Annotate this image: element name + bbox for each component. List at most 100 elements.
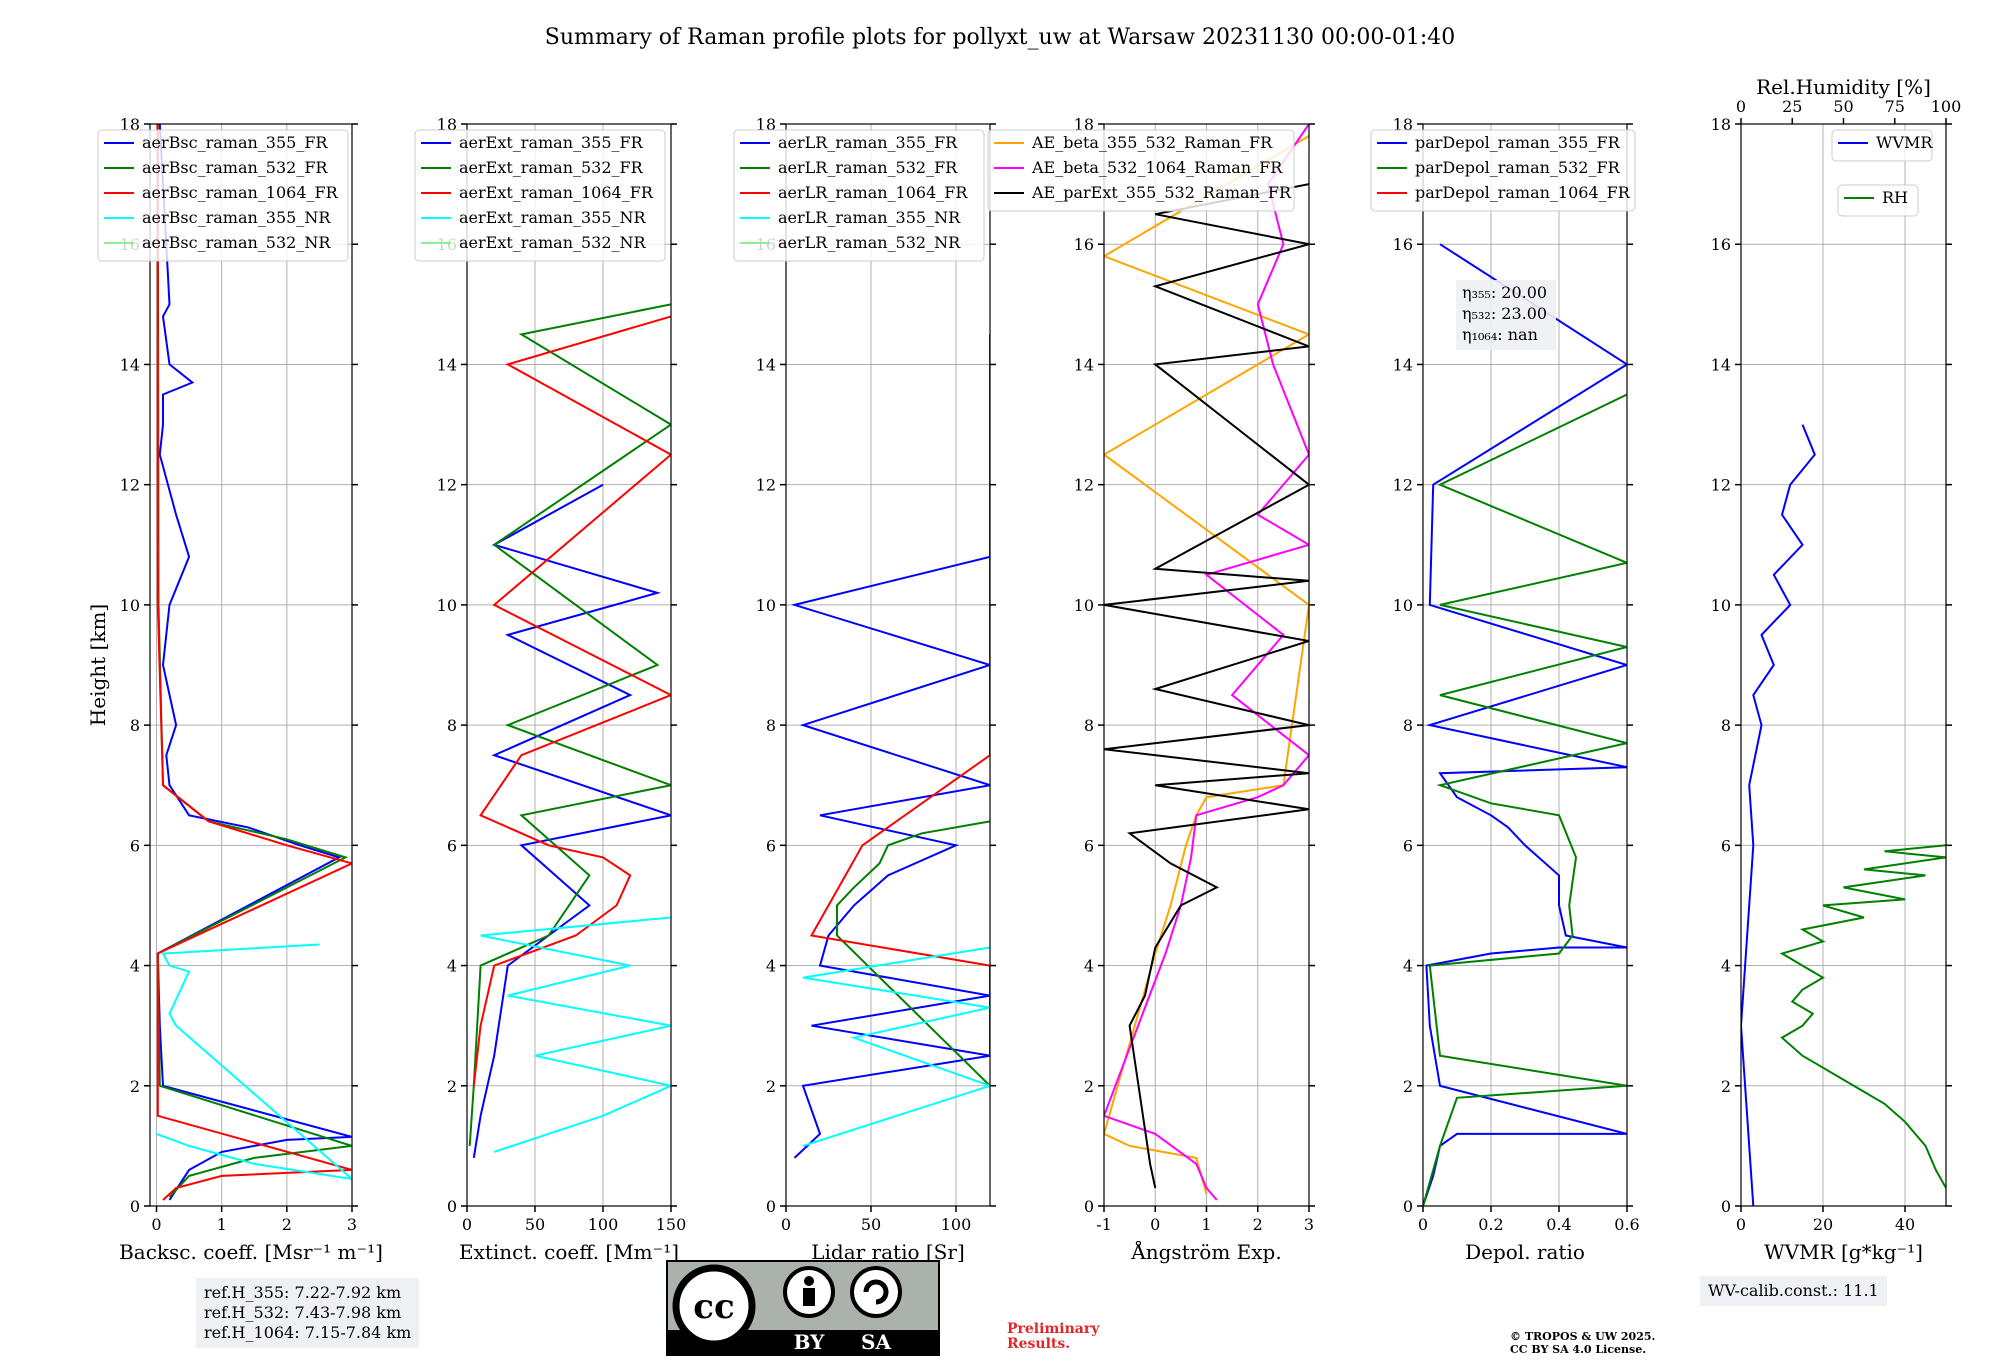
copyright-line-2: CC BY SA 4.0 License. <box>1510 1343 1647 1356</box>
axes-frame <box>1422 123 1628 1207</box>
x-tick-label: 0 <box>462 1215 472 1234</box>
x-axis-label: WVMR [g*kg⁻¹] <box>1764 1240 1923 1264</box>
figure-title: Summary of Raman profile plots for polly… <box>545 25 1455 50</box>
cc-logo-text: cc <box>693 1287 734 1327</box>
y-tick-label: 8 <box>1721 716 1731 735</box>
y-tick-label: 2 <box>130 1077 140 1096</box>
series-group <box>790 334 990 1159</box>
x2-tick-label: 75 <box>1885 97 1905 116</box>
x-tick-label: 1 <box>1201 1215 1211 1234</box>
y-tick-label: 16 <box>1074 235 1094 254</box>
y-tick-label: 10 <box>1393 596 1413 615</box>
copyright-note: © TROPOS & UW 2025. CC BY SA 4.0 License… <box>1510 1330 1655 1356</box>
y-tick-label: 18 <box>120 115 140 134</box>
legend-entry: WVMR <box>1876 133 1933 152</box>
y-tick-label: 10 <box>1711 596 1731 615</box>
y-tick-label: 10 <box>1074 596 1094 615</box>
y-tick-label: 10 <box>756 596 776 615</box>
legend-box <box>414 129 666 262</box>
y-tick-label: 12 <box>1074 476 1094 495</box>
y-tick-label: 14 <box>1393 355 1413 374</box>
x-tick-label: -1 <box>1096 1215 1112 1234</box>
y-tick-label: 12 <box>437 476 457 495</box>
x-axis-label: Extinct. coeff. [Mm⁻¹] <box>459 1240 679 1264</box>
y-tick-label: 14 <box>756 355 776 374</box>
x-tick-label: 0.6 <box>1614 1215 1639 1234</box>
y-tick-label: 12 <box>756 476 776 495</box>
panel-lidar_ratio: 050100024681012141618Lidar ratio [Sr]aer… <box>733 115 996 1264</box>
y-tick-label: 8 <box>130 716 140 735</box>
eta-label: η₁₀₆₄: nan <box>1462 325 1538 344</box>
y-tick-label: 8 <box>1084 716 1094 735</box>
legend-entry: parDepol_raman_1064_FR <box>1415 183 1631 202</box>
y-tick-label: 8 <box>766 716 776 735</box>
y-tick-label: 16 <box>1393 235 1413 254</box>
x-tick-label: 100 <box>941 1215 972 1234</box>
y-tick-label: 6 <box>1403 836 1413 855</box>
series-line-RH <box>1779 844 1946 1189</box>
x2-axis-label: Rel.Humidity [%] <box>1756 75 1931 99</box>
y-tick-label: 14 <box>437 355 457 374</box>
x-tick-label: 150 <box>656 1215 687 1234</box>
x-tick-label: 40 <box>1895 1215 1915 1234</box>
legend-entry: aerExt_raman_532_FR <box>459 158 644 177</box>
x-tick-label: 2 <box>282 1215 292 1234</box>
series-line-aerLR_raman_1064_FR <box>809 334 990 1056</box>
wv-calib-box: WV-calib.const.: 11.1 <box>1700 1276 1887 1306</box>
legend-entry: aerLR_raman_355_FR <box>778 133 958 152</box>
legend-entry: aerBsc_raman_532_NR <box>142 233 331 252</box>
legend-entry: aerExt_raman_355_NR <box>459 208 647 227</box>
series-line-parDepol_raman_532_FR <box>1423 393 1627 1206</box>
series-line-aerLR_raman_355_NR <box>802 946 990 1147</box>
y-tick-label: 18 <box>1074 115 1094 134</box>
legend-entry: aerExt_raman_532_NR <box>459 233 647 252</box>
preliminary-note: Preliminary Results. <box>1007 1322 1099 1352</box>
y-tick-label: 12 <box>1393 476 1413 495</box>
legend-entry: aerLR_raman_532_NR <box>778 233 961 252</box>
x-tick-label: 0 <box>1150 1215 1160 1234</box>
series-line-aerBsc_raman_355_NR <box>156 943 352 1181</box>
y-tick-label: 0 <box>1721 1197 1731 1216</box>
legend-box <box>97 129 349 262</box>
series-line-aerBsc_raman_1064_FR <box>156 124 352 1201</box>
y-tick-label: 2 <box>1403 1077 1413 1096</box>
series-group <box>1423 243 1627 1206</box>
y-tick-label: 2 <box>447 1077 457 1096</box>
y-tick-label: 4 <box>1084 957 1094 976</box>
panel-extinction: 050100150024681012141618Extinct. coeff. … <box>414 115 687 1264</box>
x-tick-label: 2 <box>1253 1215 1263 1234</box>
x-axis-label: Ångström Exp. <box>1130 1239 1281 1264</box>
y-tick-label: 8 <box>1403 716 1413 735</box>
share-alike-arrow-icon <box>863 1279 889 1305</box>
y-tick-label: 2 <box>766 1077 776 1096</box>
legend-entry: parDepol_raman_355_FR <box>1415 133 1621 152</box>
x-tick-label: 0 <box>1736 1215 1746 1234</box>
y-tick-label: 0 <box>130 1197 140 1216</box>
y-tick-label: 4 <box>766 957 776 976</box>
legend-entry: aerBsc_raman_1064_FR <box>142 183 339 202</box>
person-head-icon <box>804 1276 814 1286</box>
series-line-aerExt_raman_1064_FR <box>472 315 671 1086</box>
legend-entry: aerExt_raman_355_FR <box>459 133 644 152</box>
legend-entry: aerBsc_raman_532_FR <box>142 158 328 177</box>
panels: 0123024681012141618Backsc. coeff. [Msr⁻¹… <box>86 75 1961 1264</box>
series-group <box>1741 424 1946 1206</box>
y-tick-label: 12 <box>1711 476 1731 495</box>
eta-label: η₃₅₅: 20.00 <box>1462 283 1547 302</box>
y-tick-label: 6 <box>1721 836 1731 855</box>
x-tick-label: 0 <box>1418 1215 1428 1234</box>
x2-tick-label: 50 <box>1833 97 1853 116</box>
legend-entry: RH <box>1882 188 1908 207</box>
y-tick-label: 18 <box>437 115 457 134</box>
legend-entry: parDepol_raman_532_FR <box>1415 158 1621 177</box>
y-tick-label: 6 <box>1084 836 1094 855</box>
legend-entry: aerExt_raman_1064_FR <box>459 183 654 202</box>
eta-label: η₅₃₂: 23.00 <box>1462 304 1547 323</box>
panel-backscatter: 0123024681012141618Backsc. coeff. [Msr⁻¹… <box>86 115 383 1264</box>
series-group <box>468 303 671 1159</box>
y-tick-label: 12 <box>120 476 140 495</box>
series-line-aerLR_raman_355_FR <box>790 555 990 1159</box>
badge-sa-label: SA <box>861 1330 891 1354</box>
cc-by-sa-badge: cc BY SA <box>666 1260 940 1356</box>
